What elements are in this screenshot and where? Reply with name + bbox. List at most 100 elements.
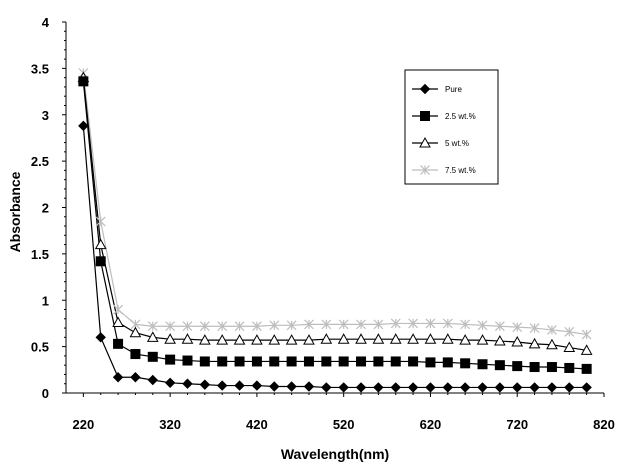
data-point	[581, 382, 592, 393]
data-point	[425, 318, 436, 329]
data-point	[321, 356, 332, 367]
data-point	[234, 356, 245, 367]
data-point	[494, 335, 506, 346]
data-point	[251, 380, 263, 391]
data-point	[476, 334, 489, 345]
x-tick-label: 320	[159, 417, 181, 432]
data-point	[581, 363, 592, 374]
data-point	[424, 333, 437, 344]
legend-label: 2.5 wt.%	[445, 112, 476, 121]
data-point	[78, 76, 89, 87]
legend-marker	[420, 111, 430, 121]
data-point	[147, 351, 158, 362]
data-point	[251, 321, 262, 332]
data-point	[338, 382, 349, 393]
data-point	[528, 337, 541, 349]
data-point	[199, 321, 210, 332]
data-point	[563, 341, 576, 353]
data-point	[459, 334, 472, 345]
series-points-diamond	[78, 120, 592, 393]
data-point	[182, 378, 193, 389]
data-point	[408, 318, 419, 329]
data-point	[442, 318, 453, 329]
data-point	[112, 316, 124, 328]
data-point	[494, 360, 505, 371]
data-point	[130, 372, 141, 383]
data-point	[216, 334, 229, 345]
data-point	[95, 332, 106, 343]
data-point	[321, 382, 332, 393]
data-point	[355, 382, 367, 393]
data-point	[303, 334, 315, 345]
data-point	[321, 319, 332, 330]
data-point	[408, 356, 419, 367]
series-markers	[77, 68, 593, 393]
data-point	[182, 355, 193, 366]
data-point	[303, 356, 314, 367]
data-point	[95, 216, 106, 227]
data-point	[529, 382, 540, 393]
data-point	[355, 333, 367, 344]
data-point	[425, 357, 436, 368]
data-point	[234, 321, 245, 332]
data-point	[164, 333, 176, 344]
data-point	[198, 334, 211, 345]
data-point	[113, 338, 124, 349]
legend-label: 5 wt.%	[445, 139, 469, 148]
data-point	[546, 338, 558, 350]
data-point	[529, 323, 540, 333]
data-point	[564, 362, 575, 373]
x-tick-label: 520	[333, 417, 355, 432]
data-point	[217, 321, 228, 332]
data-point	[269, 320, 280, 331]
data-point	[94, 238, 107, 250]
data-point	[390, 318, 401, 329]
data-point	[512, 382, 523, 393]
data-point	[373, 356, 384, 367]
y-tick-label: 2.5	[31, 154, 49, 169]
y-axis-title: Absorbance	[7, 171, 23, 252]
legend-marker	[420, 165, 430, 175]
y-tick-label: 2	[42, 201, 49, 216]
data-point	[337, 333, 350, 344]
series-line-x	[82, 72, 587, 336]
data-point	[477, 359, 488, 370]
data-point	[147, 321, 158, 332]
data-point	[286, 320, 297, 331]
data-point	[356, 356, 367, 367]
data-point	[303, 381, 315, 392]
data-point	[511, 335, 524, 347]
data-point	[199, 356, 210, 367]
legend-item: 5 wt.%	[412, 136, 469, 148]
y-tick-label: 0.5	[31, 340, 49, 355]
legend-marker	[419, 83, 431, 95]
data-point	[113, 304, 123, 315]
data-point	[146, 331, 159, 342]
data-point	[78, 120, 89, 132]
data-point	[564, 382, 575, 393]
legend: Pure 2.5 wt.% 5 wt.% 7.5 wt.%	[404, 69, 499, 185]
y-tick-label: 3.5	[31, 61, 49, 76]
data-point	[251, 334, 263, 345]
data-point	[320, 333, 333, 344]
data-point	[407, 382, 419, 393]
data-point	[251, 356, 262, 367]
series-line-triangle	[82, 77, 587, 351]
data-point	[460, 319, 471, 330]
data-point	[390, 382, 401, 393]
data-point	[581, 329, 592, 340]
data-point	[269, 356, 280, 367]
axes	[65, 22, 604, 394]
data-point	[112, 372, 124, 383]
y-tick-label: 1.5	[31, 247, 49, 262]
x-tick-label: 220	[73, 417, 95, 432]
legend-item: 7.5 wt.%	[412, 165, 476, 175]
data-point	[234, 380, 245, 391]
data-point	[512, 322, 523, 333]
data-point	[459, 382, 471, 393]
data-point	[129, 326, 142, 338]
legend-item: 2.5 wt.%	[412, 111, 476, 121]
data-point	[164, 377, 176, 389]
series-line-diamond	[82, 125, 587, 389]
data-point	[494, 382, 506, 393]
